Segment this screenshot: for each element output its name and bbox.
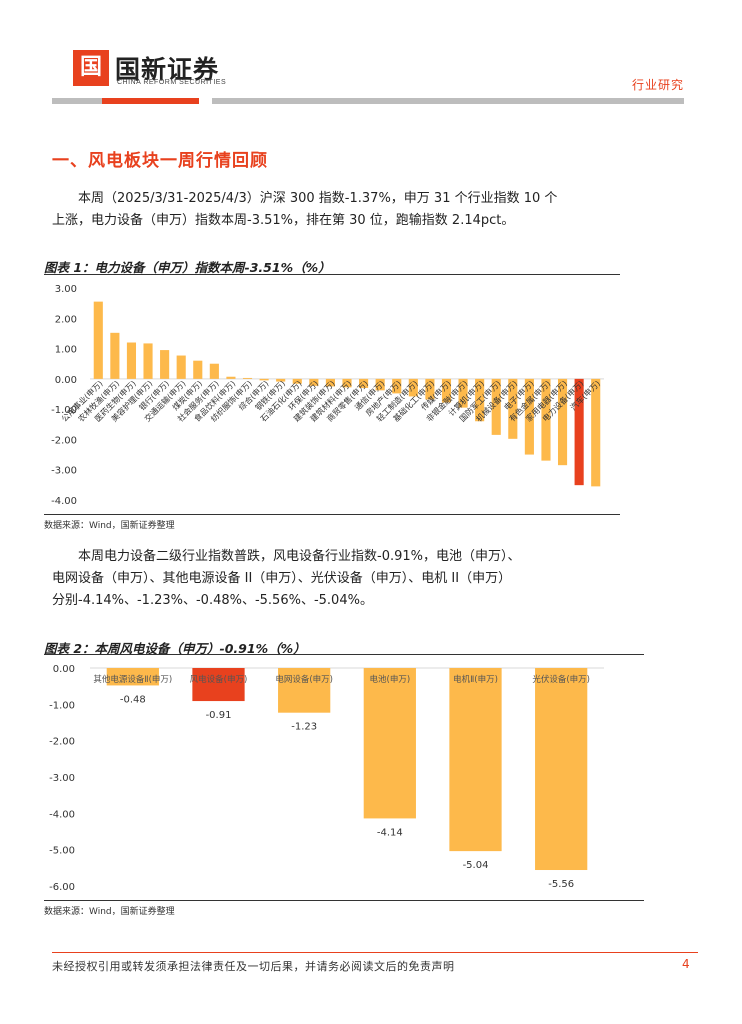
paragraph-2: 本周电力设备二级行业指数普跌，风电设备行业指数-0.91%，电池（申万）、 电网… (52, 546, 692, 612)
data-label: -5.56 (548, 879, 574, 890)
bar (176, 355, 186, 379)
bar (126, 342, 137, 379)
data-label: -5.04 (463, 860, 489, 871)
data-label: -4.14 (377, 827, 403, 838)
bar (491, 378, 501, 435)
y-tick-label: -2.00 (51, 435, 77, 446)
header-divider-accent (102, 98, 199, 104)
page-number: 4 (682, 957, 690, 971)
y-tick-label: -5.00 (49, 846, 75, 857)
bar (143, 343, 153, 379)
y-tick-label: -1.00 (51, 405, 77, 416)
y-tick-label: -4.00 (49, 809, 75, 820)
bar (359, 378, 369, 388)
category-label: 风电设备(申万) (190, 674, 248, 685)
bar (193, 360, 203, 379)
category-label: 光伏设备(申万) (532, 674, 590, 685)
paragraph-2-line-3: 分别-4.14%、-1.23%、-0.48%、-5.56%、-5.04%。 (52, 593, 373, 608)
bar (408, 378, 418, 397)
paragraph-1: 本周（2025/3/31-2025/4/3）沪深 300 指数-1.37%，申万… (52, 188, 692, 232)
footer-disclaimer: 未经授权引用或转发须承担法律责任及一切后果，并请务必阅读文后的免责声明 (52, 960, 455, 973)
bar (278, 668, 331, 713)
bar (375, 378, 385, 391)
bar (292, 378, 302, 384)
header-divider-right (212, 98, 684, 104)
bar (449, 668, 502, 852)
y-tick-label: -3.00 (49, 773, 75, 784)
category-label: 其他电源设备Ⅱ(申万) (93, 674, 172, 685)
bar (259, 378, 269, 381)
bar (276, 378, 286, 382)
bar (541, 378, 551, 461)
header-divider-left (52, 98, 102, 104)
figure-1-bottom-rule (44, 514, 620, 515)
data-label: -0.91 (206, 710, 232, 721)
figure-2-top-rule (44, 654, 644, 655)
paragraph-1-line-1: 本周（2025/3/31-2025/4/3）沪深 300 指数-1.37%，申万… (78, 191, 558, 206)
bar (363, 668, 416, 819)
bar (192, 668, 245, 702)
bar (309, 378, 319, 386)
y-tick-label: 0.00 (55, 375, 77, 386)
bar (242, 377, 253, 379)
bar (458, 378, 468, 408)
paragraph-2-line-2: 电网设备（申万）、其他电源设备 II（申万）、光伏设备（申万）、电机 II（申万… (52, 571, 512, 586)
y-tick-label: -1.00 (49, 700, 75, 711)
bar (557, 378, 568, 466)
figure-2-chart: 0.00 -1.00 -2.00 -3.00 -4.00 -5.00 -6.00 其他电源设备… (49, 664, 604, 893)
bar (209, 363, 219, 379)
y-tick-label: -6.00 (49, 882, 75, 893)
bar (342, 378, 352, 388)
figure-1-chart: 3.002.001.000.00-1.00-2.00-3.00-4.00公用事业… (51, 284, 604, 507)
data-label: -0.48 (120, 694, 146, 705)
y-tick-label: -3.00 (51, 466, 77, 477)
category-label: 电机Ⅱ(申万) (453, 674, 498, 685)
y-tick-label: 1.00 (55, 345, 77, 356)
category-label: 电网设备(申万) (275, 674, 333, 685)
paragraph-1-line-2: 上涨，电力设备（申万）指数本周-3.51%，排在第 30 位，跑输指数 2.14… (52, 213, 515, 228)
bar (535, 668, 588, 871)
logo-text: 国新证券 (115, 55, 220, 84)
section-heading: 一、风电板块一周行情回顾 (52, 151, 268, 171)
data-label: -1.23 (291, 722, 317, 733)
figure-2-bottom-rule (44, 900, 644, 901)
figure-2-source: 数据来源：Wind，国新证券整理 (44, 907, 175, 917)
bar (392, 378, 402, 394)
bar (425, 378, 435, 400)
bar (226, 376, 236, 379)
bar (508, 378, 518, 439)
y-tick-label: 2.00 (55, 314, 77, 325)
bar (110, 332, 120, 379)
bar (591, 378, 601, 487)
y-tick-label: 3.00 (55, 284, 77, 295)
figure-1-source: 数据来源：Wind，国新证券整理 (44, 521, 175, 531)
y-tick-label: 0.00 (53, 664, 75, 675)
logo-icon: 国 (73, 50, 109, 86)
bar (106, 668, 159, 686)
logo-subtitle: CHINA REFORM SECURITIES (117, 79, 227, 86)
bar (475, 378, 485, 422)
bar (574, 378, 584, 486)
figure-1-title: 图表 1：电力设备（申万）指数本周-3.51%（%） (44, 260, 331, 275)
bar (325, 378, 335, 387)
section-tag: 行业研究 (632, 78, 685, 92)
bar (160, 350, 170, 379)
paragraph-2-line-1: 本周电力设备二级行业指数普跌，风电设备行业指数-0.91%，电池（申万）、 (78, 549, 521, 564)
figure-1-top-rule (44, 274, 620, 275)
bar (441, 378, 452, 403)
figure-2-title: 图表 2：本周风电设备（申万）-0.91%（%） (44, 641, 306, 656)
y-tick-label: -4.00 (51, 496, 77, 507)
bar (524, 378, 534, 455)
y-tick-label: -2.00 (49, 737, 75, 748)
category-label: 电池(申万) (370, 674, 411, 685)
bar (93, 301, 103, 379)
footer-divider (52, 952, 698, 953)
